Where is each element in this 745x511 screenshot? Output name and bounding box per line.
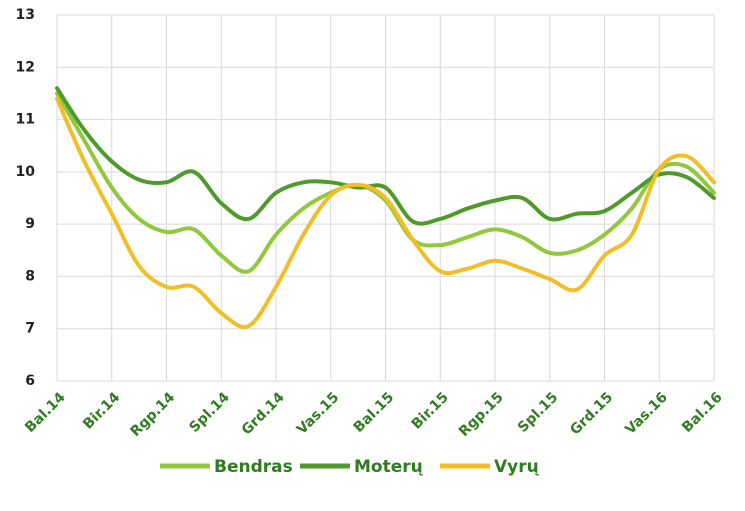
x-tick-label: Rgp.14 bbox=[128, 389, 179, 440]
y-tick-label: 13 bbox=[16, 7, 35, 23]
y-tick-label: 6 bbox=[25, 373, 35, 389]
x-tick-label: Bir.15 bbox=[409, 389, 452, 432]
y-tick-label: 9 bbox=[25, 216, 35, 232]
x-tick-label: Grd.14 bbox=[239, 389, 288, 438]
legend-label: Moterų bbox=[354, 457, 424, 477]
legend-label: Vyrų bbox=[494, 457, 540, 477]
x-tick-label: Bal.15 bbox=[351, 389, 397, 435]
x-tick-label: Rgp.15 bbox=[456, 389, 507, 440]
series-line bbox=[55, 96, 716, 330]
x-tick-label: Spl.14 bbox=[186, 389, 233, 436]
x-tick-label: Vas.15 bbox=[294, 389, 343, 438]
legend-label: Bendras bbox=[214, 457, 293, 477]
x-tick-label: Bal.14 bbox=[22, 389, 69, 436]
x-tick-label: Bal.16 bbox=[679, 389, 725, 435]
y-tick-label: 12 bbox=[16, 59, 35, 75]
x-tick-label: Spl.15 bbox=[515, 389, 561, 435]
y-tick-label: 10 bbox=[16, 164, 36, 180]
x-tick-label: Bir.14 bbox=[80, 389, 123, 432]
x-tick-label: Vas.16 bbox=[622, 389, 671, 438]
x-tick-label: Grd.15 bbox=[567, 389, 616, 438]
y-tick-label: 8 bbox=[25, 268, 35, 284]
y-tick-label: 7 bbox=[25, 321, 35, 337]
y-tick-label: 11 bbox=[16, 112, 35, 128]
series-line bbox=[55, 86, 716, 226]
